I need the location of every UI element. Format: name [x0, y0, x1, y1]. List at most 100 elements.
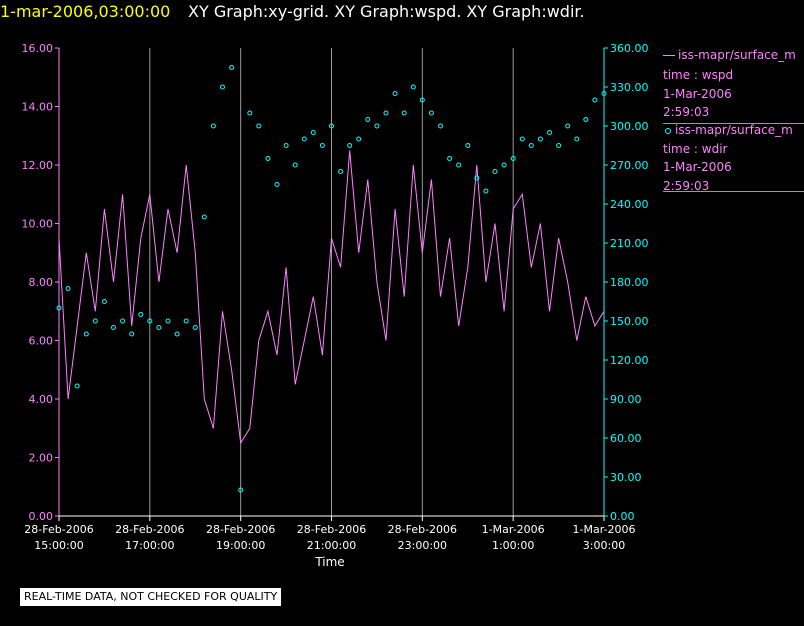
left-tick-label: 2.00: [29, 452, 54, 465]
data-point-wdir: [419, 97, 425, 103]
data-point-wdir: [347, 143, 353, 148]
data-point-wdir: [83, 331, 89, 337]
graph-title: XY Graph:xy-grid. XY Graph:wspd. XY Grap…: [188, 2, 585, 21]
x-tick-label-date: 1-Mar-2006: [482, 523, 545, 536]
data-point-wdir: [138, 312, 144, 317]
data-point-wdir: [483, 188, 489, 194]
right-tick-label: 360.00: [610, 42, 649, 55]
legend-wspd-date: 1-Mar-2006: [663, 87, 732, 101]
right-tick-label: 180.00: [610, 276, 649, 289]
data-point-wdir: [74, 383, 80, 389]
graph-timestamp: 1-mar-2006,03:00:00: [0, 2, 171, 21]
data-point-wdir: [247, 110, 253, 116]
data-point-wdir: [547, 130, 552, 135]
right-tick-label: 330.00: [610, 81, 649, 94]
right-tick-label: 90.00: [610, 393, 642, 406]
data-point-wdir: [65, 286, 71, 291]
x-tick-label-time: 17:00:00: [125, 539, 174, 552]
x-tick-label-date: 28-Feb-2006: [115, 523, 184, 536]
data-point-wdir: [147, 318, 153, 324]
data-point-wdir: [338, 169, 344, 174]
legend-wspd-line-icon: [663, 55, 675, 56]
left-tick-label: 0.00: [29, 510, 54, 523]
x-axis: 28-Feb-2006 15:00:00 28-Feb-2006 17:00:00 28…: [24, 515, 635, 552]
data-point-wdir: [329, 123, 334, 129]
right-tick-label: 150.00: [610, 315, 649, 328]
data-point-wdir: [492, 169, 498, 174]
data-point-wdir: [283, 143, 289, 148]
data-point-wdir: [601, 91, 607, 96]
data-point-wdir: [229, 65, 235, 70]
left-tick-label: 4.00: [29, 393, 54, 406]
series-layer: [56, 65, 607, 493]
data-point-wdir: [365, 117, 371, 122]
x-tick-label-time: 23:00:00: [398, 539, 447, 552]
data-point-wdir: [428, 110, 434, 116]
legend-wspd-time: 2:59:03: [663, 105, 710, 119]
x-tick-label-date: 28-Feb-2006: [297, 523, 366, 536]
data-point-wdir: [101, 299, 107, 304]
legend-wdir-source: iss-mapr/surface_m: [663, 123, 793, 137]
data-point-wdir: [592, 97, 598, 103]
legend: iss-mapr/surface_m time : wspd 1-Mar-200…: [663, 43, 804, 193]
data-point-wdir: [374, 123, 380, 129]
right-tick-label: 30.00: [610, 471, 642, 484]
data-point-wdir: [356, 136, 362, 142]
data-point-wdir: [537, 136, 543, 142]
data-point-wdir: [56, 305, 62, 311]
data-point-wdir: [510, 156, 516, 161]
data-point-wdir: [256, 123, 262, 129]
right-y-axis: 0.00 30.00 60.00 90.00 120.00 150.00 180.00 210…: [603, 42, 649, 523]
x-tick-label-time: 15:00:00: [34, 539, 83, 552]
data-point-wdir: [156, 325, 162, 330]
x-tick-label-time: 19:00:00: [216, 539, 265, 552]
legend-wspd-source: iss-mapr/surface_m: [663, 48, 796, 62]
data-point-wdir: [301, 136, 307, 142]
grid-layer: [58, 48, 605, 516]
data-point-wdir: [129, 331, 135, 337]
data-point-wdir: [238, 487, 244, 493]
data-point-wdir: [410, 84, 416, 90]
data-point-wdir: [274, 182, 280, 187]
data-point-wdir: [474, 175, 480, 181]
data-point-wdir: [392, 91, 398, 96]
x-tick-label-time: 1:00:00: [492, 539, 534, 552]
legend-wdir-var: time : wdir: [663, 142, 728, 156]
data-point-wdir: [456, 162, 462, 168]
data-point-wdir: [220, 84, 225, 90]
left-tick-label: 16.00: [22, 42, 54, 55]
left-tick-label: 14.00: [22, 101, 54, 114]
data-point-wdir: [438, 123, 443, 129]
data-point-wdir: [583, 117, 589, 122]
left-y-axis: 0.00 2.00 4.00 6.00 8.00 10.00 12.00 14.00 16.00: [22, 42, 60, 523]
right-tick-label: 210.00: [610, 237, 649, 250]
data-point-wdir: [447, 156, 453, 161]
legend-divider: [663, 123, 804, 124]
data-point-wdir: [183, 318, 189, 324]
data-point-wdir: [319, 143, 325, 148]
data-point-wdir: [565, 123, 571, 129]
data-point-wdir: [120, 318, 126, 324]
data-point-wdir: [292, 162, 298, 168]
data-point-wdir: [210, 123, 216, 129]
data-point-wdir: [383, 110, 389, 116]
data-point-wdir: [519, 136, 525, 142]
right-tick-label: 300.00: [610, 120, 649, 133]
data-point-wdir: [165, 318, 171, 324]
data-point-wdir: [401, 110, 407, 116]
data-point-wdir: [174, 331, 180, 337]
data-point-wdir: [556, 143, 562, 148]
data-point-wdir: [192, 325, 198, 330]
x-tick-label-date: 28-Feb-2006: [388, 523, 457, 536]
right-tick-label: 270.00: [610, 159, 649, 172]
x-tick-label-date: 28-Feb-2006: [24, 523, 93, 536]
legend-bottom-rule: [663, 191, 804, 192]
legend-wdir-point-icon: [665, 127, 671, 134]
series-line-wspd: [58, 150, 605, 445]
right-tick-label: 60.00: [610, 432, 642, 445]
right-tick-label: 0.00: [610, 510, 635, 523]
graph-header: 1-mar-2006,03:00:00 XY Graph:xy-grid. XY…: [0, 0, 804, 26]
x-tick-label-time: 21:00:00: [307, 539, 356, 552]
x-tick-label-date: 28-Feb-2006: [206, 523, 275, 536]
